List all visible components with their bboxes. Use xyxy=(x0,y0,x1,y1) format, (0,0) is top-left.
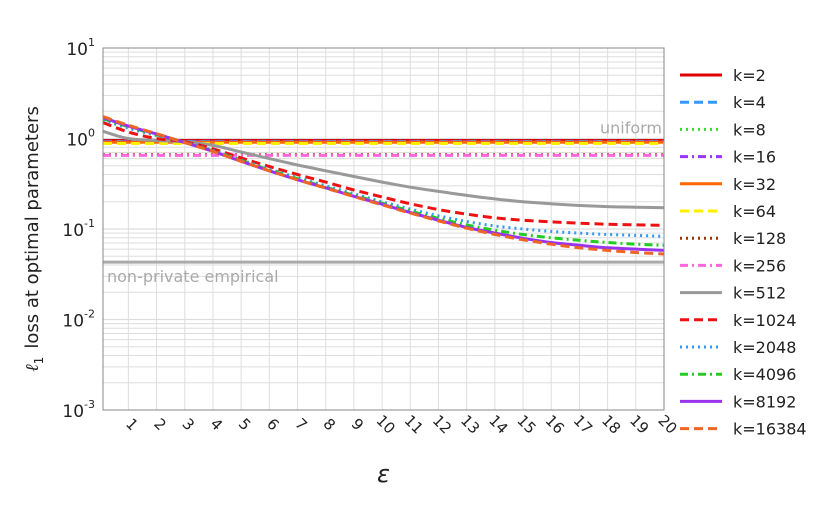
x-tick-label: 12 xyxy=(429,411,455,437)
legend-label: k=2048 xyxy=(733,338,796,357)
legend-label: k=64 xyxy=(733,202,776,221)
y-axis-label-main: loss at optimal parameters xyxy=(22,106,43,349)
x-tick-label: 14 xyxy=(485,411,511,437)
x-tick-label: 16 xyxy=(542,411,568,437)
legend-label: k=1024 xyxy=(733,311,796,330)
y-tick-label: 101 xyxy=(66,36,95,60)
y-axis-label-symbol: ℓ xyxy=(22,364,43,372)
reference-label: non-private empirical xyxy=(107,267,279,286)
x-tick-label: 3 xyxy=(179,415,198,434)
x-tick-label: 20 xyxy=(654,411,680,437)
legend: k=2 k=4 k=8 k=16 k=32 k=64 k=128 k=256 k=512 k=10… xyxy=(680,66,807,439)
series-line-k-8192 xyxy=(102,116,665,252)
reference-label: uniform xyxy=(600,118,662,137)
plot-frame xyxy=(102,47,665,411)
x-tick-label: 7 xyxy=(291,415,310,434)
x-tick-label: 6 xyxy=(263,415,282,434)
x-tick-label: 1 xyxy=(122,415,141,434)
x-axis-label: ε xyxy=(377,460,390,488)
x-tick-label: 19 xyxy=(626,411,652,437)
y-tick-label: 10-2 xyxy=(62,308,95,332)
data-series xyxy=(102,115,665,256)
x-axis-ticks: 1 2 3 4 5 6 7 8 9 10 11 12 13 14 15 16 17 18 19 20 xyxy=(122,411,680,437)
y-axis-ticks: 101 100 10-1 10-2 10-3 xyxy=(62,36,95,422)
legend-label: k=32 xyxy=(733,175,776,194)
legend-label: k=16384 xyxy=(733,420,807,439)
x-tick-label: 18 xyxy=(598,411,624,437)
x-tick-label: 10 xyxy=(373,411,399,437)
x-tick-label: 9 xyxy=(348,415,367,434)
x-tick-label: 11 xyxy=(401,411,427,437)
legend-label: k=2 xyxy=(733,66,766,85)
y-axis-label-subscript: 1 xyxy=(32,357,46,365)
y-axis-label: ℓ1 loss at optimal parameters xyxy=(22,106,46,372)
legend-label: k=8192 xyxy=(733,392,796,411)
y-tick-label: 10-1 xyxy=(62,217,95,241)
x-tick-label: 4 xyxy=(207,415,226,434)
legend-label: k=4 xyxy=(733,93,766,112)
legend-label: k=128 xyxy=(733,229,786,248)
legend-label: k=16 xyxy=(733,148,776,167)
x-tick-label: 5 xyxy=(235,415,254,434)
legend-label: k=4096 xyxy=(733,365,796,384)
svg-text:ℓ1loss at optimal parameters: ℓ1 loss at optimal parameters xyxy=(22,106,46,372)
x-tick-label: 2 xyxy=(150,415,169,434)
y-tick-label: 100 xyxy=(66,127,95,151)
legend-label: k=8 xyxy=(733,120,766,139)
x-tick-label: 13 xyxy=(457,411,483,437)
legend-label: k=512 xyxy=(733,284,786,303)
chart-grid xyxy=(103,48,665,410)
x-tick-label: 17 xyxy=(570,411,596,437)
legend-label: k=256 xyxy=(733,256,786,275)
y-tick-label: 10-3 xyxy=(62,398,95,422)
x-tick-label: 8 xyxy=(320,415,339,434)
x-tick-label: 15 xyxy=(513,411,539,437)
